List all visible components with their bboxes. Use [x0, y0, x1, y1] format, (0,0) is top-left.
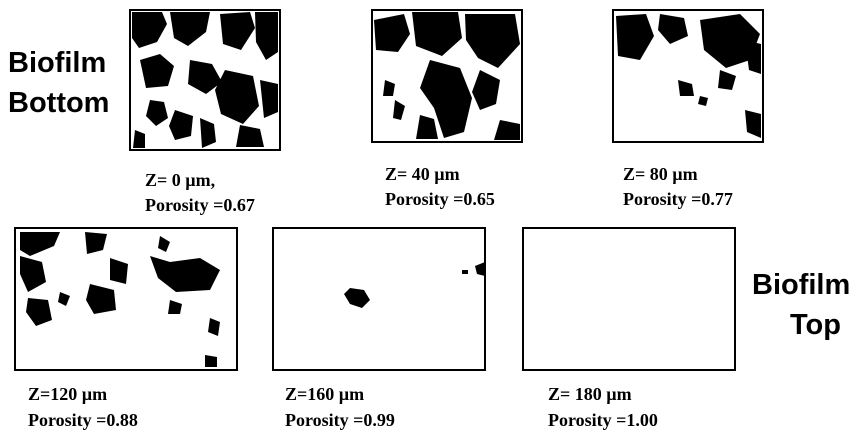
depth-label: Z= 80 µm [623, 164, 698, 184]
slice-image [14, 227, 238, 371]
slice-image [272, 227, 486, 371]
side-label: Biofilm [752, 269, 850, 301]
slice-image [371, 9, 523, 143]
depth-label: Z= 180 µm [548, 384, 632, 404]
slice-image [129, 9, 281, 151]
slice-image [522, 227, 736, 371]
side-label: Bottom [8, 87, 109, 119]
side-label: Top [790, 309, 841, 341]
side-label: Biofilm [8, 47, 106, 79]
depth-label: Z=160 µm [285, 384, 364, 404]
porosity-label: Porosity =0.67 [145, 195, 255, 215]
porosity-label: Porosity =0.99 [285, 410, 395, 430]
porosity-label: Porosity =0.65 [385, 189, 495, 209]
porosity-label: Porosity =0.88 [28, 410, 138, 430]
slice-image [612, 9, 764, 143]
depth-label: Z= 40 µm [385, 164, 460, 184]
porosity-label: Porosity =0.77 [623, 189, 733, 209]
porosity-label: Porosity =1.00 [548, 410, 658, 430]
depth-label: Z=120 µm [28, 384, 107, 404]
depth-label: Z= 0 µm, [145, 170, 215, 190]
